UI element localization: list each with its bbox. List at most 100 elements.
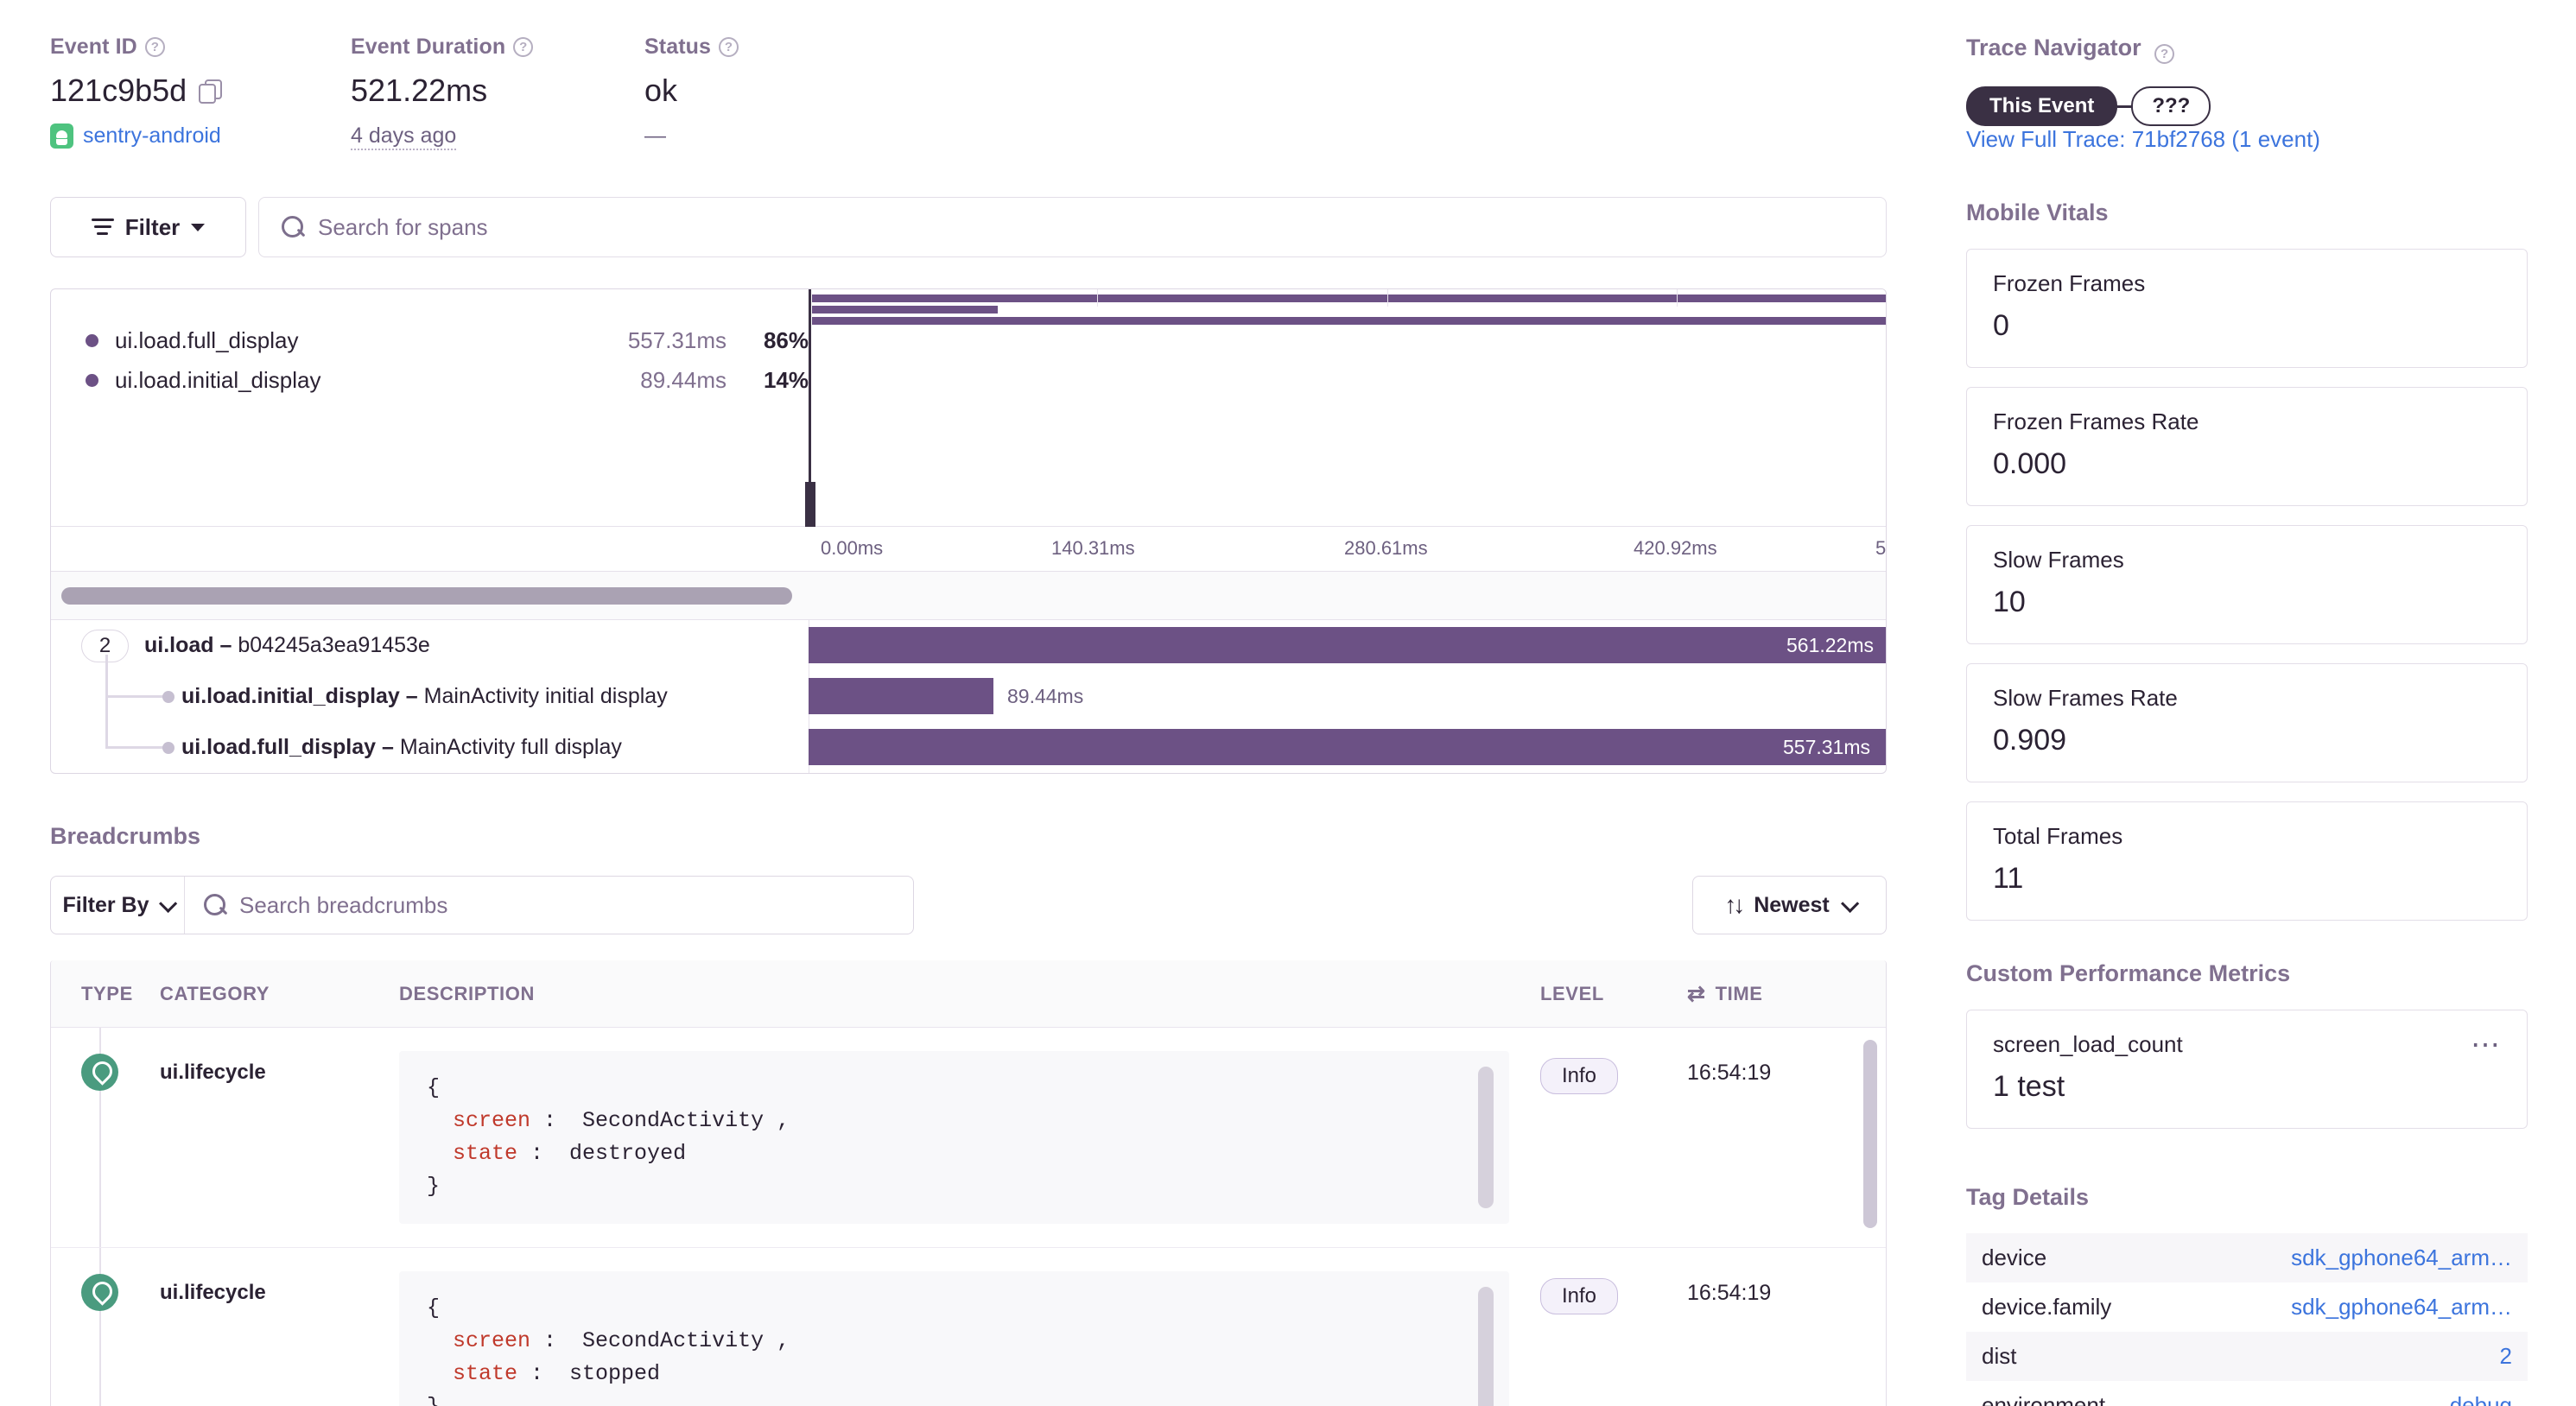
question-circle-icon[interactable]: ? [2154,44,2175,64]
view-full-trace-link[interactable]: View Full Trace: 71bf2768 (1 event) [1966,126,2320,152]
tree-node-dot [162,742,174,754]
code-value: SecondActivity , [582,1108,790,1133]
minimap-bar [812,317,1886,325]
duration-label-row: Event Duration ? [351,35,644,60]
breadcrumbs-search-placeholder: Search breadcrumbs [239,891,448,918]
tag-value[interactable]: debug [2449,1392,2512,1406]
span-row[interactable]: 2 ui.load – b04245a3ea91453e 561.22ms [51,620,1886,748]
tag-key: environment [1982,1392,2106,1406]
span-separator: – [405,684,418,708]
span-bar-label: 557.31ms [1782,736,1870,758]
code-scrollbar[interactable] [1478,1287,1494,1406]
legend-item[interactable]: ui.load.initial_display 89.44ms 14% [86,367,809,394]
breadcrumbs-search-input[interactable]: Search breadcrumbs [185,877,913,934]
breadcrumbs-sort-button[interactable]: ↑↓ Newest [1692,876,1887,934]
swap-arrows-icon: ⇄ [1687,981,1706,1006]
span-row[interactable]: ui.load.initial_display – MainActivity i… [51,671,1886,722]
breadcrumb-row[interactable]: ui.lifecycle { screen : SecondActivity ,… [51,1028,1886,1248]
custom-metric-card: screen_load_count 1 test ⋯ [1966,1010,2528,1129]
span-bar[interactable] [809,729,1886,765]
span-search-placeholder: Search for spans [318,213,488,240]
copy-icon[interactable] [199,79,223,104]
span-row-text: ui.load.initial_display – MainActivity i… [181,684,668,709]
tag-row[interactable]: environment debug [1966,1381,2528,1406]
code-key: screen [453,1108,531,1133]
span-op: ui.load.initial_display [181,684,400,708]
question-circle-icon[interactable]: ? [513,37,534,57]
table-scrollbar-thumb[interactable] [1863,1040,1877,1228]
code-scrollbar[interactable] [1478,1067,1494,1208]
relative-time[interactable]: 4 days ago [351,124,457,150]
filter-button[interactable]: Filter [50,197,246,257]
minimap-left-handle[interactable] [805,482,815,527]
legend-item[interactable]: ui.load.full_display 557.31ms 86% [86,327,809,354]
code-line: } [427,1174,441,1199]
timeline-connector [99,1248,101,1406]
span-desc: MainActivity full display [399,735,622,759]
tag-row[interactable]: device sdk_gphone64_arm… [1966,1233,2528,1282]
summary-status: Status ? ok — [644,35,834,150]
tag-row[interactable]: dist 2 [1966,1332,2528,1381]
breadcrumbs-filter-by-button[interactable]: Filter By [51,877,185,934]
custom-metric-value: 1 test [1993,1070,2065,1103]
trace-navigator-pills: This Event ??? [1966,86,2576,126]
minimap-viewport[interactable] [805,289,1886,527]
breadcrumb-type-cell [51,1028,160,1247]
question-circle-icon[interactable]: ? [144,37,165,57]
status-label: Status [644,35,712,59]
trace-pill-connector [2117,104,2132,108]
scrollbar-thumb[interactable] [61,586,792,605]
breadcrumb-description-cell: { screen : SecondActivity , state : dest… [399,1028,1540,1247]
span-op: ui.load.full_display [181,735,377,759]
axis-tick-label: 561.22ms [1875,537,1887,559]
project-link[interactable]: sentry-android [83,124,221,148]
code-key: state [453,1361,518,1386]
minimap-bar [812,306,998,314]
column-header-time[interactable]: ⇄ TIME [1687,981,1886,1007]
code-sep: : [517,1361,570,1386]
tag-row[interactable]: device.family sdk_gphone64_arm… [1966,1282,2528,1332]
legend-duration: 89.44ms [640,367,726,393]
scrollbar-track[interactable] [61,586,792,605]
code-value: SecondActivity , [582,1328,790,1353]
span-desc: b04245a3ea91453e [238,633,430,657]
chevron-down-icon [1840,894,1859,913]
span-search-input[interactable]: Search for spans [258,197,1887,257]
legend-percent: 14% [763,367,809,393]
event-id-label-row: Event ID ? [50,35,351,60]
tag-value[interactable]: sdk_gphone64_arm… [2291,1244,2512,1270]
span-child-count[interactable]: 2 [81,629,129,662]
trace-pill-unknown[interactable]: ??? [2131,86,2211,126]
status-label-row: Status ? [644,35,834,60]
tag-value[interactable]: 2 [2499,1343,2512,1369]
question-circle-icon[interactable]: ? [719,37,739,57]
vital-label: Slow Frames [1993,547,2124,573]
span-bar[interactable] [809,678,993,714]
vital-card-slow-frames: Slow Frames 10 [1966,525,2528,644]
span-waterfall-panel: ui.load.full_display 557.31ms 86% ui.loa… [50,288,1887,774]
filter-button-label: Filter [124,213,181,240]
status-value: ok [644,73,678,108]
span-row[interactable]: ui.load.full_display – MainActivity full… [51,722,1886,773]
vital-card-frozen-frames: Frozen Frames 0 [1966,249,2528,368]
minimap-tick [1097,289,1098,307]
breadcrumbs-table: TYPE CATEGORY DESCRIPTION LEVEL ⇄ TIME u… [50,960,1887,1406]
tree-connector-vertical [105,655,108,748]
minimap-tick [1387,289,1388,307]
axis-tick-label: 0.00ms [821,537,884,559]
breadcrumb-row[interactable]: ui.lifecycle { screen : SecondActivity ,… [51,1248,1886,1406]
code-line: } [427,1390,1482,1406]
main-column: Event ID ? 121c9b5d sentry-android Event… [0,0,1935,1406]
span-legend: ui.load.full_display 557.31ms 86% ui.loa… [51,289,809,526]
horizontal-scrollbar[interactable] [51,572,1886,620]
ellipsis-icon[interactable]: ⋯ [2471,1029,2503,1061]
span-desc: MainActivity initial display [423,684,668,708]
column-header-description: DESCRIPTION [399,982,535,1004]
vital-label: Frozen Frames [1993,270,2146,296]
tag-value[interactable]: sdk_gphone64_arm… [2291,1294,2512,1320]
vital-value: 11 [1993,862,2024,895]
span-bar[interactable] [809,627,1886,663]
trace-pill-this-event[interactable]: This Event [1966,86,2118,126]
breadcrumb-code-block: { screen : SecondActivity , state : dest… [399,1051,1509,1224]
